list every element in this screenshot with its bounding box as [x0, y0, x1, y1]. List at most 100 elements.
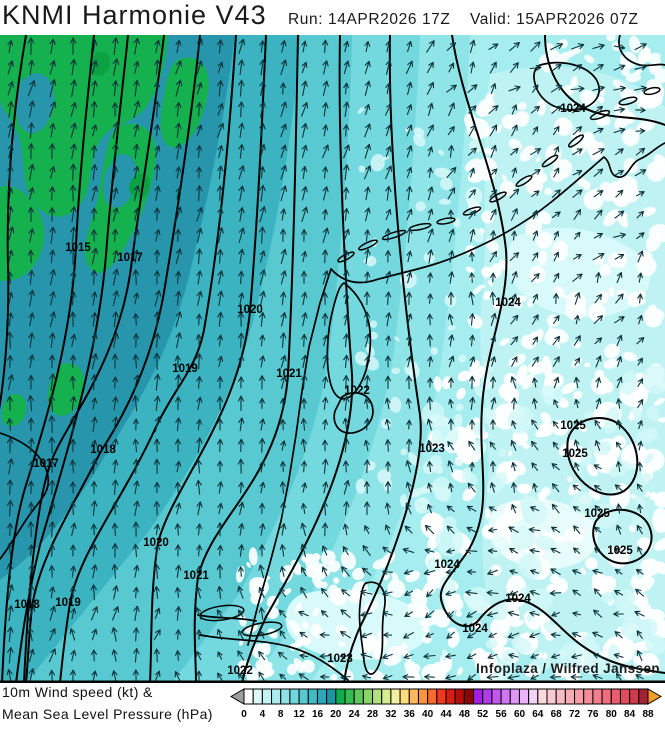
colorbar-cell: [482, 688, 493, 705]
island-coastline: [515, 174, 533, 188]
colorbar-cell: [491, 688, 502, 705]
wind-speed-patch: [377, 469, 391, 484]
wind-speed-patch: [643, 307, 663, 328]
valid-timestamp: Valid: 15APR2026 07Z: [470, 11, 639, 28]
wind-speed-patch: [260, 642, 271, 656]
colorbar-cell: [280, 688, 291, 705]
wind-speed-patch: [293, 658, 300, 667]
colorbar-tick-label: 8: [278, 709, 284, 720]
wind-speed-patch: [599, 181, 615, 199]
colorbar-right-arrow-icon: [647, 688, 663, 705]
wind-speed-fill: [507, 227, 650, 318]
wind-speed-patch: [529, 658, 551, 672]
wind-speed-patch: [645, 635, 665, 655]
wind-speed-patch: [519, 145, 536, 162]
colorbar-tick-label: 48: [459, 709, 471, 720]
wind-speed-patch: [534, 535, 557, 551]
colorbar-tick-label: 32: [385, 709, 397, 720]
wind-speed-patch: [447, 325, 457, 331]
wind-speed-patch: [641, 365, 665, 394]
colorbar-cell: [372, 688, 383, 705]
wind-speed-patch: [513, 300, 523, 309]
wind-speed-patch: [425, 519, 441, 536]
wind-speed-patch: [328, 584, 339, 595]
wind-speed-patch: [431, 610, 451, 628]
colorbar-cell: [381, 688, 392, 705]
legend-line-2: Mean Sea Level Pressure (hPa): [2, 706, 213, 722]
island-coastline: [381, 229, 407, 241]
colorbar-tick-label: 4: [260, 709, 266, 720]
wind-speed-patch: [580, 567, 586, 575]
wind-speed-patch: [330, 593, 340, 603]
wind-speed-patch: [521, 373, 535, 390]
wind-speed-patch: [239, 639, 244, 646]
colorbar-tick-label: 88: [642, 709, 654, 720]
wind-speed-patch: [444, 593, 459, 607]
colorbar-cell: [463, 688, 475, 705]
wind-speed-patch: [465, 266, 475, 274]
isobar-label: 1019: [172, 363, 198, 375]
map-frame-bottom: [0, 680, 665, 683]
isobar-label: 1025: [607, 545, 633, 557]
isobar-label: 1023: [419, 443, 445, 455]
wind-speed-patch: [603, 358, 620, 369]
wind-speed-patch: [439, 494, 449, 503]
colorbar-cell: [518, 688, 530, 705]
colorbar-cell: [289, 688, 300, 705]
wind-speed-patch: [527, 361, 546, 375]
wind-speed-patch: [571, 139, 587, 156]
wind-speed-patch: [537, 651, 544, 659]
wind-arrows-layer: [6, 37, 647, 683]
wind-speed-patch: [313, 553, 321, 560]
colorbar-cell: [583, 688, 594, 705]
wind-speed-patch: [584, 362, 591, 368]
colorbar: 0 4 8 12 16 20 24 28 32 36 40 44 48 52 56 60 64 68 72 76 80 8…: [229, 688, 663, 720]
wind-speed-patch: [526, 299, 534, 308]
colorbar-cell: [335, 688, 346, 705]
colorbar-tick-label: 68: [551, 709, 563, 720]
wind-speed-patch: [639, 558, 661, 576]
wind-speed-patch: [399, 494, 408, 508]
wind-speed-patch: [481, 210, 495, 224]
wind-speed-patch: [654, 68, 665, 84]
wind-speed-fill: [285, 589, 430, 660]
colorbar-cell: [261, 688, 273, 705]
wind-speed-patch: [400, 448, 408, 456]
wind-speed-patch: [570, 130, 581, 141]
wind-speed-patch: [556, 341, 561, 350]
wind-speed-patch: [454, 459, 462, 466]
wind-speed-patch: [427, 573, 437, 589]
wind-speed-patch: [301, 621, 309, 630]
wind-speed-patch: [430, 347, 439, 356]
wind-speed-patch: [472, 439, 487, 455]
wind-speed-patch: [654, 491, 665, 508]
wind-speed-patch: [635, 428, 658, 444]
colorbar-cell: [362, 688, 374, 705]
wind-speed-patch: [439, 575, 456, 597]
wind-speed-patch: [636, 618, 658, 642]
wind-speed-patch: [472, 422, 487, 436]
colorbar-cell: [390, 688, 401, 705]
colorbar-cell: [537, 688, 548, 705]
wind-speed-patch: [421, 401, 445, 427]
colorbar-cell: [417, 688, 429, 705]
wind-speed-patch: [389, 396, 402, 413]
wind-speed-patch: [433, 376, 442, 392]
colorbar-cell: [344, 688, 355, 705]
colorbar-cell: [298, 688, 309, 705]
wind-speed-patch: [282, 588, 292, 596]
wind-speed-patch: [628, 525, 636, 533]
wind-speed-patch: [485, 92, 495, 101]
wind-speed-patch: [535, 424, 553, 438]
coastline: [533, 61, 600, 111]
wind-speed-patch: [435, 525, 464, 557]
wind-speed-patch: [541, 486, 551, 497]
wind-speed-patch: [457, 370, 472, 382]
wind-speed-patch: [600, 441, 613, 452]
wind-speed-patch: [608, 287, 615, 297]
wind-speed-patch: [407, 607, 423, 619]
wind-speed-patch: [508, 450, 513, 457]
wind-speed-patch: [310, 623, 322, 638]
wind-speed-patch: [405, 663, 421, 677]
wind-speed-patch: [633, 495, 646, 507]
